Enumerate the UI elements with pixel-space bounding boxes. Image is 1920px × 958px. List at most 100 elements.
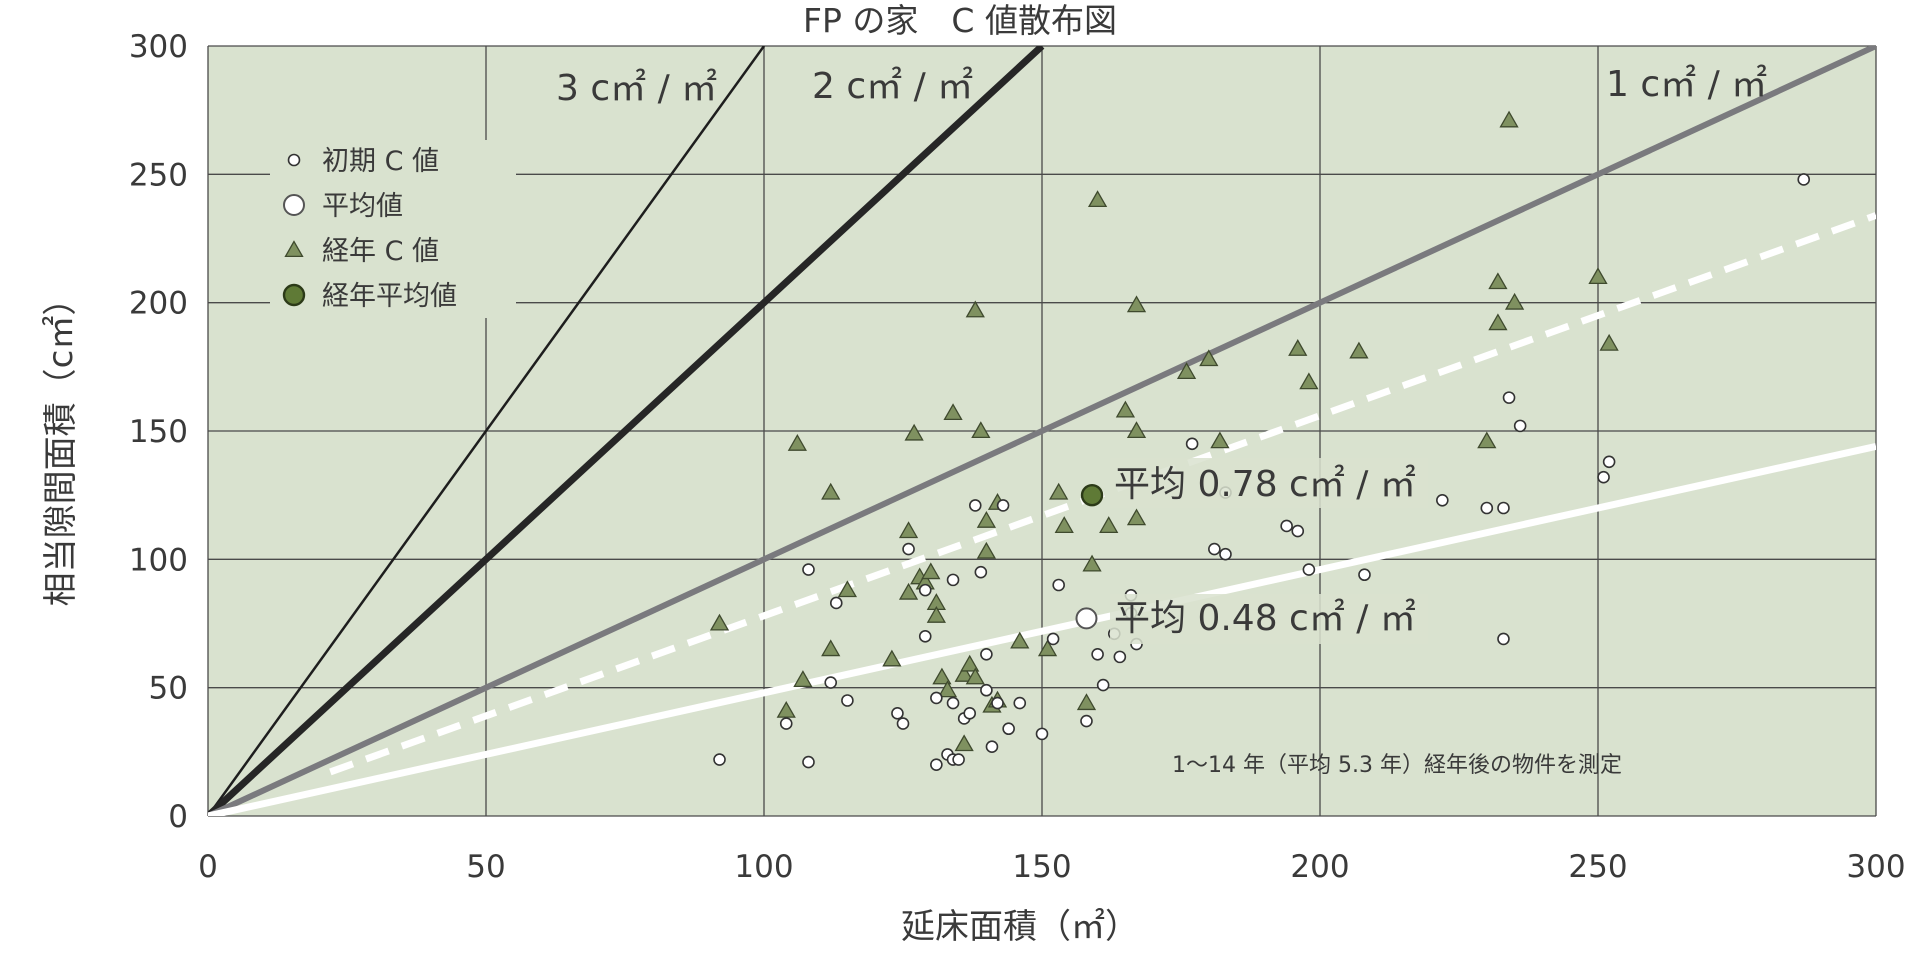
chart-title: FP の家 C 値散布図	[803, 1, 1117, 40]
data-point-triangle	[904, 423, 924, 441]
data-points	[709, 110, 1811, 771]
data-point-triangle	[976, 541, 997, 559]
data-point-triangle	[1477, 431, 1497, 449]
legend-marker-triangle	[284, 240, 304, 258]
x-tick-label: 200	[1290, 849, 1349, 885]
data-point-filled-circle	[1080, 483, 1104, 507]
data-point-triangle	[1054, 516, 1074, 533]
data-point-triangle	[1210, 431, 1230, 449]
data-point-triangle	[943, 403, 963, 421]
x-tick-label: 50	[466, 849, 505, 885]
data-point-small-circle	[713, 753, 726, 766]
data-point-triangle	[821, 639, 841, 657]
reference-line-4	[208, 442, 1876, 816]
data-point-small-circle	[918, 583, 932, 597]
data-point-small-circle	[963, 707, 977, 720]
data-point-small-circle	[902, 542, 915, 556]
data-point-small-circle	[968, 499, 982, 512]
data-point-triangle	[898, 582, 919, 600]
data-point-small-circle	[985, 740, 999, 754]
y-tick-label: 50	[149, 671, 188, 707]
data-point-triangle	[1299, 372, 1319, 390]
data-point-small-circle	[1602, 455, 1616, 469]
data-point-small-circle	[841, 694, 854, 707]
data-point-triangle	[932, 667, 952, 685]
reference-lines	[208, 46, 1876, 816]
y-tick-label: 250	[129, 157, 188, 193]
annotation-bg-078	[1110, 458, 1428, 508]
data-point-triangle	[1010, 631, 1030, 649]
y-tick-label: 200	[129, 286, 188, 322]
data-point-small-circle	[1513, 419, 1527, 433]
data-point-triangle	[1499, 110, 1519, 128]
data-point-triangle	[1037, 639, 1058, 657]
x-tick-label: 0	[198, 849, 218, 885]
data-point-small-circle	[1502, 391, 1516, 404]
data-point-large-circle	[1075, 607, 1098, 630]
data-point-small-circle	[1497, 632, 1510, 646]
annotation-measurement-note: 1〜14 年（平均 5.3 年）経年後の物件を測定	[1172, 753, 1622, 778]
data-point-small-circle	[946, 573, 960, 587]
data-point-triangle	[837, 580, 858, 598]
data-point-small-circle	[1113, 650, 1127, 664]
data-point-small-circle	[891, 707, 904, 720]
y-tick-label: 100	[129, 542, 188, 578]
data-point-triangle	[821, 482, 841, 500]
data-point-small-circle	[980, 683, 993, 697]
annotation-bg-048	[1110, 594, 1428, 644]
data-point-small-circle	[1052, 578, 1065, 592]
x-axis-ticks: 0 50 100 150 200 250 300	[198, 849, 1905, 885]
data-point-triangle	[1099, 516, 1119, 533]
data-point-small-circle	[991, 696, 1004, 710]
data-point-small-circle	[1096, 678, 1110, 692]
data-point-triangle	[1126, 508, 1147, 526]
x-tick-label: 150	[1012, 849, 1071, 885]
data-point-triangle	[1087, 190, 1108, 208]
annotation-avg-078: 平均 0.78 c㎡ / ㎡	[1114, 463, 1416, 505]
data-point-triangle	[1488, 313, 1508, 331]
data-point-triangle	[1082, 554, 1102, 572]
data-point-triangle	[971, 421, 991, 439]
legend-label: 経年平均値	[322, 281, 457, 312]
data-point-triangle	[882, 649, 902, 667]
data-point-small-circle	[829, 596, 843, 610]
data-point-triangle	[1488, 272, 1508, 290]
data-point-small-circle	[802, 755, 815, 769]
data-point-small-circle	[1035, 727, 1049, 741]
data-point-small-circle	[1597, 470, 1610, 484]
data-point-triangle	[960, 654, 980, 672]
y-axis-label: 相当隙間面積（c㎡）	[41, 282, 81, 607]
data-point-small-circle	[1436, 493, 1449, 507]
data-point-small-circle	[1208, 542, 1221, 556]
data-point-small-circle	[1219, 547, 1232, 561]
data-point-triangle	[1126, 295, 1147, 313]
data-point-triangle	[1504, 292, 1525, 310]
y-tick-label: 300	[129, 29, 188, 65]
data-point-triangle	[1288, 339, 1308, 356]
reference-line-1	[208, 46, 1045, 816]
data-point-small-circle	[946, 696, 960, 710]
data-point-triangle	[1588, 267, 1608, 285]
reference-line-0	[208, 46, 766, 816]
legend-marker-small-circle	[287, 153, 301, 167]
data-point-small-circle	[1002, 722, 1015, 736]
data-point-small-circle	[1080, 714, 1093, 728]
x-tick-label: 250	[1568, 849, 1627, 885]
data-point-small-circle	[1358, 568, 1371, 582]
data-point-triangle	[1199, 349, 1219, 367]
data-point-triangle	[1076, 693, 1097, 711]
data-point-triangle	[1176, 362, 1197, 379]
y-tick-label: 0	[168, 799, 188, 835]
reference-line-3	[329, 212, 1876, 776]
data-point-small-circle	[1046, 632, 1060, 646]
legend-box	[270, 140, 516, 318]
data-point-small-circle	[930, 758, 943, 771]
data-point-small-circle	[980, 647, 993, 661]
data-point-triangle	[1599, 333, 1619, 351]
legend-label: 平均値	[322, 191, 403, 222]
data-point-triangle	[787, 434, 807, 451]
annotation-avg-048: 平均 0.48 c㎡ / ㎡	[1114, 597, 1416, 639]
data-point-small-circle	[896, 717, 910, 730]
legend-label: 初期 C 値	[322, 146, 439, 177]
